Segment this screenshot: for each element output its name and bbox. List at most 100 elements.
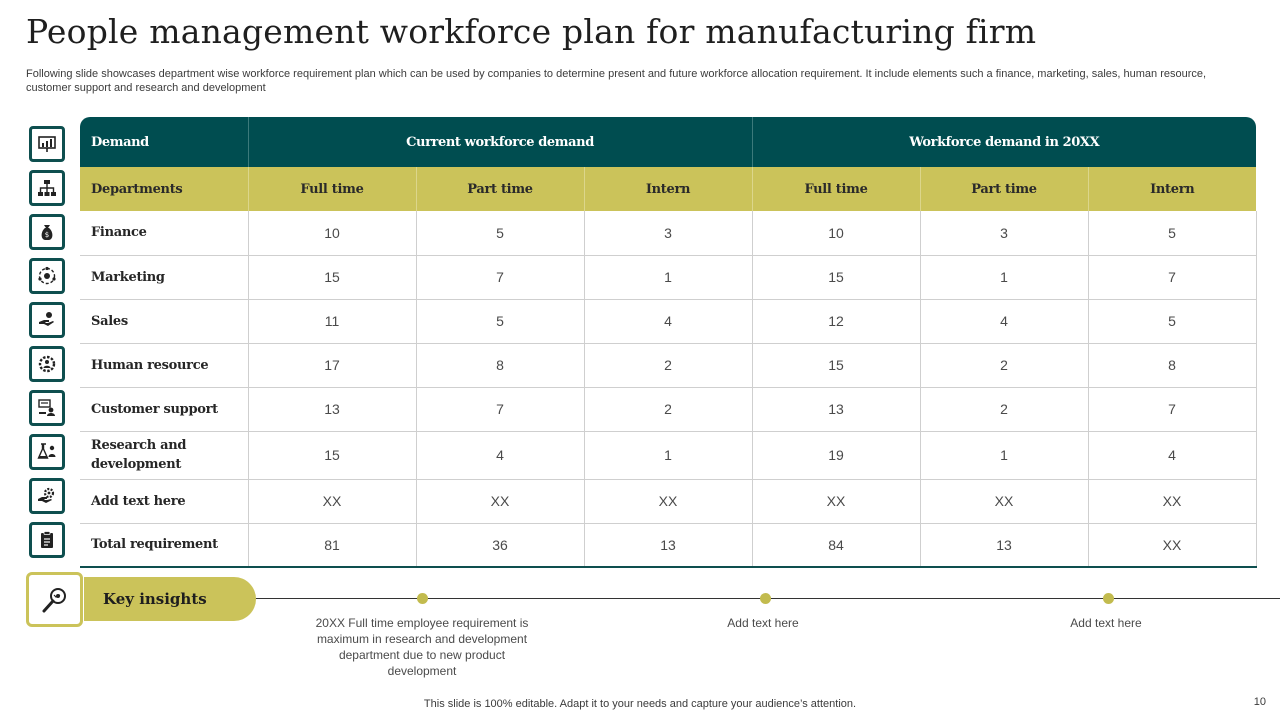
table-cell: 4 [1088,431,1257,480]
table-cell: 4 [416,431,585,480]
table-cell: 19 [752,431,921,480]
department-name: Add text here [80,479,249,524]
table-cell: 2 [920,387,1089,432]
future-demand-header: Workforce demand in 20XX [752,117,1257,167]
table-cell: 7 [416,255,585,300]
table-cell: 13 [752,387,921,432]
table-cell: XX [752,479,921,524]
table-cell: XX [416,479,585,524]
column-header-current-intern: Intern [584,167,753,211]
table-cell: XX [248,479,417,524]
insight-text: Add text here [1070,616,1142,630]
demand-header: Demand [80,117,249,167]
support-desk-icon [29,390,65,426]
table-cell: 8 [1088,343,1257,388]
research-flask-icon [29,434,65,470]
table-cell: 13 [584,523,753,568]
department-name: Marketing [80,255,249,300]
table-cell: 13 [248,387,417,432]
marketing-cycle-icon [29,258,65,294]
insight-text: 20XX Full time employee requirement is m… [315,616,529,678]
insight-text: Add text here [727,616,799,630]
table-cell: XX [1088,479,1257,524]
table-row: Sales 11 5 4 12 4 5 [80,299,1257,344]
table-cell: 5 [1088,299,1257,344]
table-cell: 2 [584,387,753,432]
table-cell: 4 [920,299,1089,344]
table-cell: 10 [752,211,921,256]
sales-hand-icon [29,302,65,338]
org-chart-icon [29,170,65,206]
table-cell: 4 [584,299,753,344]
column-header-future-intern: Intern [1088,167,1257,211]
page-number: 10 [1253,696,1266,708]
table-cell: 7 [1088,387,1257,432]
table-cell: 13 [920,523,1089,568]
table-cell: 1 [920,255,1089,300]
chart-presentation-icon [29,126,65,162]
table-row: Add text here XX XX XX XX XX XX [80,479,1257,524]
hand-gear-icon [29,478,65,514]
table-cell: 15 [248,431,417,480]
column-header-future-part-time: Part time [920,167,1089,211]
table-cell: XX [920,479,1089,524]
column-header-current-part-time: Part time [416,167,585,211]
table-cell: 1 [584,431,753,480]
table-cell: 15 [752,255,921,300]
table-row: Marketing 15 7 1 15 1 7 [80,255,1257,300]
table-cell: XX [1088,523,1257,568]
department-name: Finance [80,211,249,256]
table-cell: 12 [752,299,921,344]
group-header-row: Demand Current workforce demand Workforc… [80,117,1257,167]
timeline-dot [417,593,428,604]
workforce-demand-table: Demand Current workforce demand Workforc… [80,117,1257,568]
department-name: Total requirement [80,523,249,568]
table-row: Research and development 15 4 1 19 1 4 [80,431,1257,480]
table-cell: 7 [416,387,585,432]
column-header-future-full-time: Full time [752,167,921,211]
table-cell: 81 [248,523,417,568]
table-cell: 17 [248,343,417,388]
table-cell: 1 [920,431,1089,480]
table-cell: 15 [752,343,921,388]
total-row: Total requirement 81 36 13 84 13 XX [80,523,1257,568]
table-cell: 36 [416,523,585,568]
table-cell: 5 [1088,211,1257,256]
table-cell: 5 [416,299,585,344]
table-row: Finance 10 5 3 10 3 5 [80,211,1257,256]
column-header-row: Departments Full time Part time Intern F… [80,167,1257,211]
magnifier-icon [26,572,83,627]
slide-title: People management workforce plan for man… [26,12,1037,51]
table-cell: 1 [584,255,753,300]
table-cell: XX [584,479,753,524]
slide-subtitle: Following slide showcases department wis… [26,68,1207,94]
department-name: Customer support [80,387,249,432]
clipboard-icon [29,522,65,558]
table-cell: 2 [584,343,753,388]
table-cell: 11 [248,299,417,344]
table-cell: 84 [752,523,921,568]
timeline-dot [1103,593,1114,604]
money-bag-icon: $ [29,214,65,250]
table-cell: 8 [416,343,585,388]
footer-note: This slide is 100% editable. Adapt it to… [423,698,857,710]
column-header-current-full-time: Full time [248,167,417,211]
department-name: Research and development [80,431,249,480]
svg-text:$: $ [45,231,49,239]
key-insights-label: Key insights [84,577,256,621]
table-cell: 10 [248,211,417,256]
column-header-departments: Departments [80,167,249,211]
table-row: Human resource 17 8 2 15 2 8 [80,343,1257,388]
department-name: Sales [80,299,249,344]
table-cell: 7 [1088,255,1257,300]
team-gear-icon [29,346,65,382]
table-cell: 15 [248,255,417,300]
table-cell: 3 [584,211,753,256]
table-row: Customer support 13 7 2 13 2 7 [80,387,1257,432]
table-cell: 2 [920,343,1089,388]
table-cell: 3 [920,211,1089,256]
table-cell: 5 [416,211,585,256]
timeline-dot [760,593,771,604]
current-demand-header: Current workforce demand [248,117,753,167]
department-name: Human resource [80,343,249,388]
